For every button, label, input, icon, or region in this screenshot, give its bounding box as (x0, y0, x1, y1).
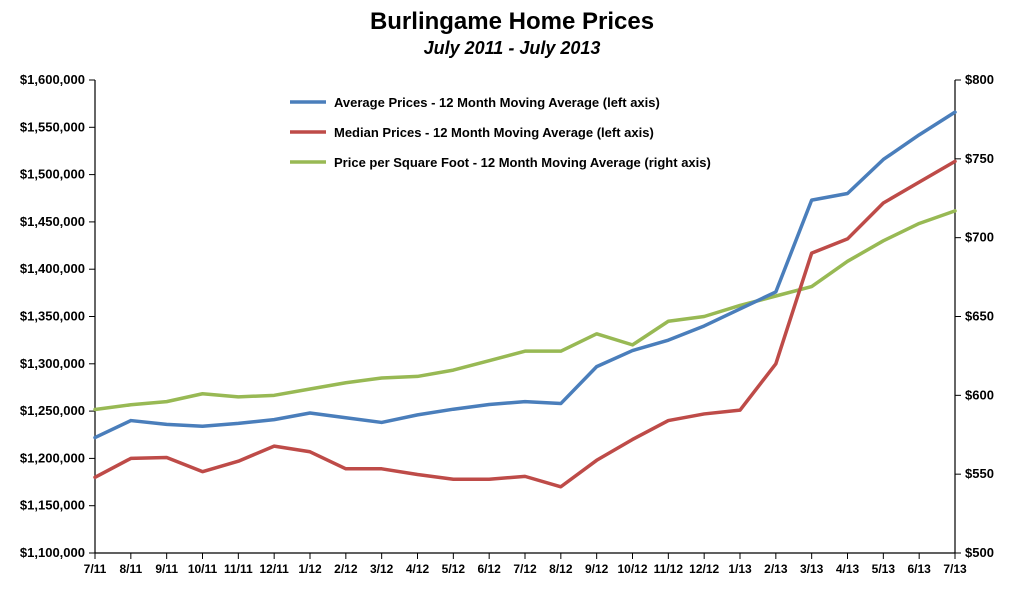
series-median (95, 161, 955, 486)
right-tick-label: $500 (965, 545, 994, 560)
chart-container: { "title": "Burlingame Home Prices", "su… (0, 0, 1024, 602)
x-tick-label: 9/11 (155, 562, 178, 576)
legend-label-average: Average Prices - 12 Month Moving Average… (334, 95, 660, 110)
x-tick-label: 2/13 (764, 562, 788, 576)
x-tick-label: 5/12 (442, 562, 466, 576)
right-tick-label: $750 (965, 151, 994, 166)
left-tick-label: $1,500,000 (20, 167, 85, 182)
x-tick-label: 10/11 (188, 562, 218, 576)
x-tick-label: 7/13 (943, 562, 967, 576)
legend-label-ppsf: Price per Square Foot - 12 Month Moving … (334, 155, 711, 170)
x-tick-label: 4/12 (406, 562, 430, 576)
right-tick-label: $700 (965, 230, 994, 245)
x-tick-label: 8/12 (549, 562, 573, 576)
x-tick-label: 4/13 (836, 562, 860, 576)
x-tick-label: 12/11 (259, 562, 289, 576)
left-tick-label: $1,100,000 (20, 545, 85, 560)
left-tick-label: $1,400,000 (20, 261, 85, 276)
left-tick-label: $1,150,000 (20, 498, 85, 513)
left-tick-label: $1,450,000 (20, 214, 85, 229)
left-tick-label: $1,550,000 (20, 119, 85, 134)
left-tick-label: $1,350,000 (20, 309, 85, 324)
left-tick-label: $1,600,000 (20, 72, 85, 87)
right-tick-label: $800 (965, 72, 994, 87)
chart-svg: $1,100,000 $1,150,000 $1,200,000 $1,250,000… (0, 0, 1024, 602)
x-tick-label: 9/12 (585, 562, 609, 576)
x-tick-label: 3/12 (370, 562, 394, 576)
x-tick-label: 10/12 (617, 562, 647, 576)
x-tick-label: 12/12 (689, 562, 719, 576)
x-tick-label: 1/12 (298, 562, 322, 576)
x-tick-label: 3/13 (800, 562, 824, 576)
left-tick-label: $1,200,000 (20, 450, 85, 465)
x-tick-label: 8/11 (119, 562, 142, 576)
series-ppsf (95, 211, 955, 410)
right-tick-label: $550 (965, 466, 994, 481)
x-tick-label: 6/12 (477, 562, 501, 576)
x-tick-label: 5/13 (872, 562, 896, 576)
right-tick-label: $600 (965, 387, 994, 402)
legend-label-median: Median Prices - 12 Month Moving Average … (334, 125, 654, 140)
left-tick-label: $1,250,000 (20, 403, 85, 418)
x-tick-label: 7/11 (84, 562, 107, 576)
x-tick-label: 7/12 (513, 562, 537, 576)
x-tick-label: 2/12 (334, 562, 358, 576)
right-tick-label: $650 (965, 309, 994, 324)
x-tick-label: 11/11 (224, 562, 253, 576)
x-tick-label: 1/13 (728, 562, 752, 576)
left-tick-label: $1,300,000 (20, 356, 85, 371)
x-tick-label: 11/12 (654, 562, 684, 576)
x-tick-label: 6/13 (907, 562, 931, 576)
